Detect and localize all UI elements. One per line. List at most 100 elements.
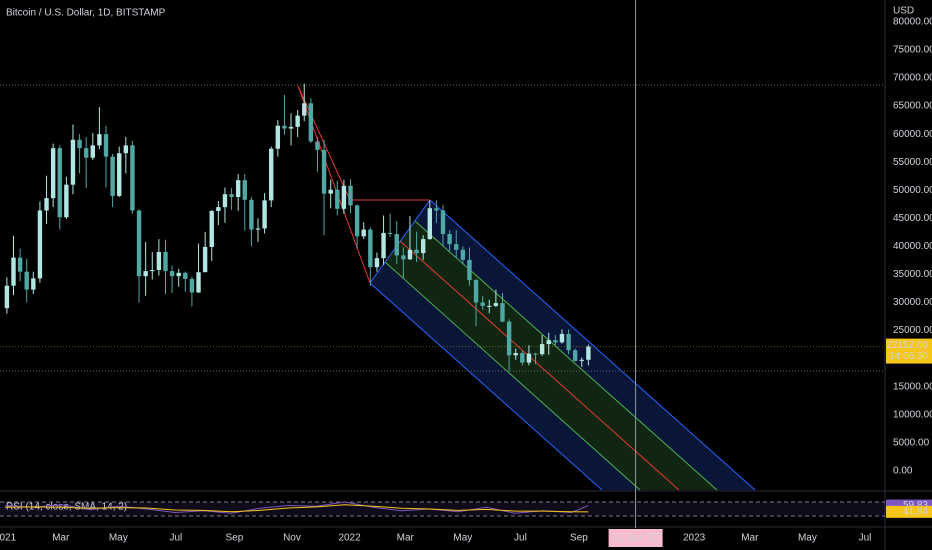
candle-body xyxy=(189,278,195,293)
candle-body xyxy=(275,125,281,149)
candle-body xyxy=(315,141,320,150)
candle-body xyxy=(4,285,10,309)
candle-body xyxy=(447,234,452,245)
channel-median xyxy=(399,240,680,491)
candle-body xyxy=(559,333,565,343)
candle-body xyxy=(255,228,261,230)
y-tick-label: 75000.00 xyxy=(893,45,932,56)
last-price-label: 22152.00 xyxy=(886,340,928,351)
candle-body xyxy=(506,321,512,356)
candle-body xyxy=(90,145,95,158)
y-tick-label: 80000.00 xyxy=(893,17,932,28)
channel-fill-green xyxy=(385,221,717,490)
x-tick-label: Nov xyxy=(283,533,301,544)
candle-body xyxy=(434,208,439,211)
y-tick-label: 30000.00 xyxy=(893,297,932,308)
candle-body xyxy=(586,346,591,360)
channel-edge xyxy=(369,199,431,284)
candle-body xyxy=(414,249,419,254)
candle-body xyxy=(420,239,426,254)
candle-body xyxy=(110,156,115,196)
y-tick-label: 55000.00 xyxy=(893,157,932,168)
x-tick-label: Sep xyxy=(225,533,243,544)
rsi-value-box xyxy=(886,505,932,518)
y-tick-label: 70000.00 xyxy=(893,73,932,84)
candle-body xyxy=(387,232,393,235)
y-tick-label: 50000.00 xyxy=(893,185,932,196)
candle-body xyxy=(579,359,584,361)
candle-body xyxy=(176,272,181,277)
candle-body xyxy=(302,103,307,116)
x-tick-label: May xyxy=(798,533,817,544)
x-tick-label: 2021 xyxy=(0,533,17,544)
candle-body xyxy=(196,272,201,293)
candle-body xyxy=(262,200,267,229)
chart-title: Bitcoin / U.S. Dollar, 1D, BITSTAMP xyxy=(6,8,166,19)
y-tick-label: 45000.00 xyxy=(893,213,932,224)
channel-fill-blue xyxy=(370,262,640,490)
crosshair-label-box xyxy=(608,529,663,547)
y-tick-label: 40000.00 xyxy=(893,241,932,252)
x-tick-label: Mar xyxy=(741,533,759,544)
candle-body xyxy=(77,139,82,149)
candle-body xyxy=(401,255,406,260)
candle-body xyxy=(143,271,148,277)
channel-line xyxy=(429,199,756,491)
candle-body xyxy=(209,211,214,247)
candle-body xyxy=(526,353,532,363)
candle-body xyxy=(394,234,399,256)
candle-body xyxy=(123,145,129,154)
crosshair-label: 31 Oct '22 xyxy=(613,533,659,544)
candle-body xyxy=(50,148,56,199)
candle-body xyxy=(31,278,36,290)
x-tick-label: May xyxy=(109,533,128,544)
x-tick-label: Jul xyxy=(169,533,182,544)
candle-body xyxy=(24,271,29,290)
candle-body xyxy=(269,148,274,201)
candle-body xyxy=(341,185,347,209)
x-tick-label: May xyxy=(453,533,472,544)
candle-body xyxy=(566,333,571,351)
candle-body xyxy=(460,249,466,260)
candle-body xyxy=(57,148,62,218)
y-tick-label: 10000.00 xyxy=(893,409,932,420)
candle-body xyxy=(83,148,89,158)
candle-body xyxy=(467,259,472,281)
y-tick-label: 25000.00 xyxy=(893,325,932,336)
candle-body xyxy=(500,303,505,322)
channel-line xyxy=(384,261,641,491)
rsi-line xyxy=(4,504,589,513)
x-tick-label: Jul xyxy=(859,533,872,544)
x-tick-label: 2022 xyxy=(338,533,361,544)
candle-body xyxy=(37,210,43,279)
x-tick-label: Jul xyxy=(514,533,527,544)
y-tick-label: 65000.00 xyxy=(893,101,932,112)
y-tick-label: 15000.00 xyxy=(893,381,932,392)
candle-body xyxy=(513,353,518,356)
candle-body xyxy=(348,185,353,206)
candle-body xyxy=(381,232,386,259)
x-tick-label: Mar xyxy=(397,533,415,544)
candle-body xyxy=(150,269,155,272)
candle-body xyxy=(163,252,168,272)
candle-body xyxy=(295,115,300,127)
y-tick-label: 0.00 xyxy=(893,466,913,477)
candle-body xyxy=(533,353,538,355)
candle-body xyxy=(222,194,228,208)
candle-body xyxy=(553,340,558,343)
candle-body xyxy=(288,126,294,129)
candle-body xyxy=(130,145,135,211)
last-price-box xyxy=(886,338,932,364)
x-tick-label: 2023 xyxy=(683,533,706,544)
channel-fill-blue xyxy=(415,200,755,490)
candle-body xyxy=(235,180,241,198)
currency: USD xyxy=(893,6,914,17)
candle-body xyxy=(328,189,333,194)
rsi-value-label: 41.84 xyxy=(903,506,928,517)
candle-body xyxy=(520,353,525,363)
x-tick-label: Sep xyxy=(570,533,588,544)
candle-body xyxy=(103,134,109,157)
y-tick-label: 35000.00 xyxy=(893,269,932,280)
